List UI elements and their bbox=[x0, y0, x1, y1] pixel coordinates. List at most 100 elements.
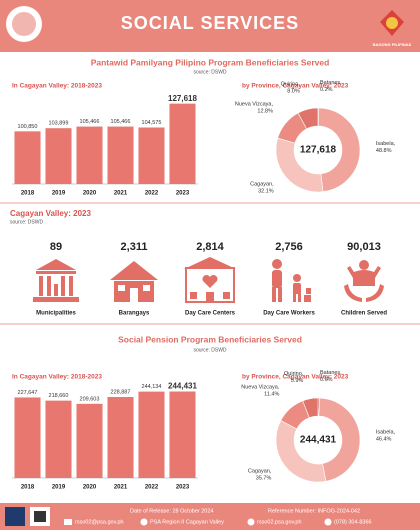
value-label: 105,466 bbox=[80, 119, 100, 125]
bp-logo-sun bbox=[386, 17, 398, 29]
center-label: 127,618 bbox=[300, 145, 337, 156]
source: source: DSWD bbox=[193, 347, 226, 353]
section-title: Pantawid Pamilyang Pilipino Program Bene… bbox=[91, 57, 330, 67]
stat-value: 2,756 bbox=[275, 241, 303, 253]
mail-icon bbox=[64, 519, 72, 525]
pie-label: Quirino, bbox=[281, 82, 301, 88]
x-tick-label: 2021 bbox=[114, 485, 128, 491]
qr-pattern bbox=[34, 511, 46, 522]
x-tick-label: 2022 bbox=[145, 191, 159, 197]
bar bbox=[45, 128, 72, 184]
center-label: 244,431 bbox=[300, 435, 337, 446]
x-tick-label: 2019 bbox=[52, 191, 66, 197]
icon-municipalities bbox=[33, 259, 79, 302]
pie-label: Nueva Vizcaya, bbox=[241, 385, 280, 391]
pie-label: Batanes, bbox=[320, 370, 342, 376]
icon-day-care-centers bbox=[184, 257, 236, 303]
section-title: Social Pension Program Beneficiaries Ser… bbox=[118, 334, 302, 344]
pie-value-label: 48.8% bbox=[376, 148, 392, 154]
value-label: 105,466 bbox=[111, 119, 131, 125]
pie-value-label: 11.4% bbox=[264, 392, 279, 398]
value-label: 218,660 bbox=[49, 393, 69, 399]
value-label: 244,134 bbox=[142, 384, 162, 390]
pie-value-label: 46.4% bbox=[376, 437, 392, 443]
bar bbox=[76, 126, 103, 184]
psa-logo-inner bbox=[12, 12, 36, 36]
pie-label: Quirino, bbox=[284, 371, 304, 377]
value-label: 227,647 bbox=[18, 390, 38, 396]
pie-value-label: 0.6% bbox=[320, 377, 333, 383]
email: rsso02@psa.gov.ph bbox=[75, 519, 124, 525]
x-tick-label: 2019 bbox=[52, 485, 66, 491]
bar bbox=[169, 103, 196, 184]
stat-label: Children Served bbox=[341, 311, 387, 317]
bar bbox=[107, 126, 134, 184]
bar bbox=[14, 397, 41, 478]
pie-value-label: 12.8% bbox=[257, 108, 273, 114]
pie-value-label: 0.2% bbox=[320, 87, 333, 93]
iso-badge bbox=[5, 507, 25, 526]
chart-title: In Cagayan Valley: 2018-2023 bbox=[12, 374, 102, 381]
value-label: 100,850 bbox=[18, 124, 38, 130]
x-tick-label: 2018 bbox=[21, 191, 35, 197]
bar bbox=[107, 397, 134, 478]
chart-title: In Cagayan Valley: 2018-2023 bbox=[12, 83, 102, 90]
pie-label: Nueva Vizcaya, bbox=[235, 101, 274, 107]
x-tick-label: 2020 bbox=[83, 191, 97, 197]
x-tick-label: 2021 bbox=[114, 191, 128, 197]
chart-title: by Province, Cagayan Valley: 2023 bbox=[242, 83, 349, 90]
value-label: 127,618 bbox=[168, 94, 197, 103]
reference-number: Reference Number: INFOG-2024-042 bbox=[268, 508, 360, 514]
stat-label: Barangays bbox=[119, 311, 150, 317]
stat-value: 89 bbox=[50, 241, 62, 253]
pie-label: Cagayan, bbox=[250, 181, 274, 187]
icon-barangays bbox=[110, 261, 158, 302]
page-title: SOCIAL SERVICES bbox=[121, 13, 299, 33]
pie-value-label: 5.9% bbox=[291, 378, 304, 384]
stat-value: 2,311 bbox=[121, 241, 148, 253]
icon-children-served bbox=[344, 260, 384, 302]
value-label: 228,887 bbox=[111, 389, 131, 395]
x-tick-label: 2023 bbox=[176, 191, 190, 197]
stat-value: 2,814 bbox=[196, 241, 224, 253]
source: source: DSWD bbox=[10, 219, 43, 225]
pie-value-label: 8.0% bbox=[287, 89, 300, 95]
pie-value-label: 35.7% bbox=[256, 475, 272, 481]
value-label: 244,431 bbox=[168, 382, 197, 391]
pie-label: Isabela, bbox=[376, 430, 396, 436]
phone: (078) 304-8366 bbox=[334, 519, 372, 525]
bar bbox=[14, 131, 41, 184]
stat-label: Day Care Workers bbox=[263, 311, 315, 317]
release-date: Date of Release: 28 October 2024 bbox=[130, 508, 213, 514]
x-tick-label: 2022 bbox=[145, 485, 159, 491]
stat-label: Day Care Centers bbox=[185, 311, 236, 317]
web-icon bbox=[247, 518, 255, 526]
donut-hole bbox=[294, 126, 342, 174]
value-label: 104,575 bbox=[142, 120, 162, 126]
icon-day-care-workers bbox=[272, 259, 311, 302]
chart-title: by Province, Cagayan Valley: 2023 bbox=[242, 374, 349, 381]
pie-label: Isabela, bbox=[376, 141, 396, 147]
pie-label: Cagayan, bbox=[248, 468, 272, 474]
x-tick-label: 2023 bbox=[176, 485, 190, 491]
bar bbox=[76, 403, 103, 478]
pie-slice bbox=[317, 107, 361, 193]
facebook: PSA Region II Cagayan Valley bbox=[150, 519, 224, 525]
value-label: 103,899 bbox=[49, 121, 69, 127]
donut-hole bbox=[294, 416, 342, 464]
pie-label: Batanes, bbox=[320, 80, 342, 86]
fb-icon bbox=[140, 518, 148, 526]
bar bbox=[138, 391, 165, 478]
stat-value: 90,013 bbox=[347, 241, 381, 253]
bar bbox=[169, 391, 196, 478]
website: rsso02.psa.gov.ph bbox=[257, 519, 302, 525]
section-title: Cagayan Valley: 2023 bbox=[10, 209, 91, 218]
source: source: DSWD bbox=[193, 69, 226, 75]
bar bbox=[45, 400, 72, 478]
bar bbox=[138, 127, 165, 184]
pie-value-label: 32.1% bbox=[258, 188, 274, 194]
stat-label: Municipalities bbox=[36, 311, 76, 317]
phone-icon bbox=[324, 518, 332, 526]
x-tick-label: 2020 bbox=[83, 485, 97, 491]
